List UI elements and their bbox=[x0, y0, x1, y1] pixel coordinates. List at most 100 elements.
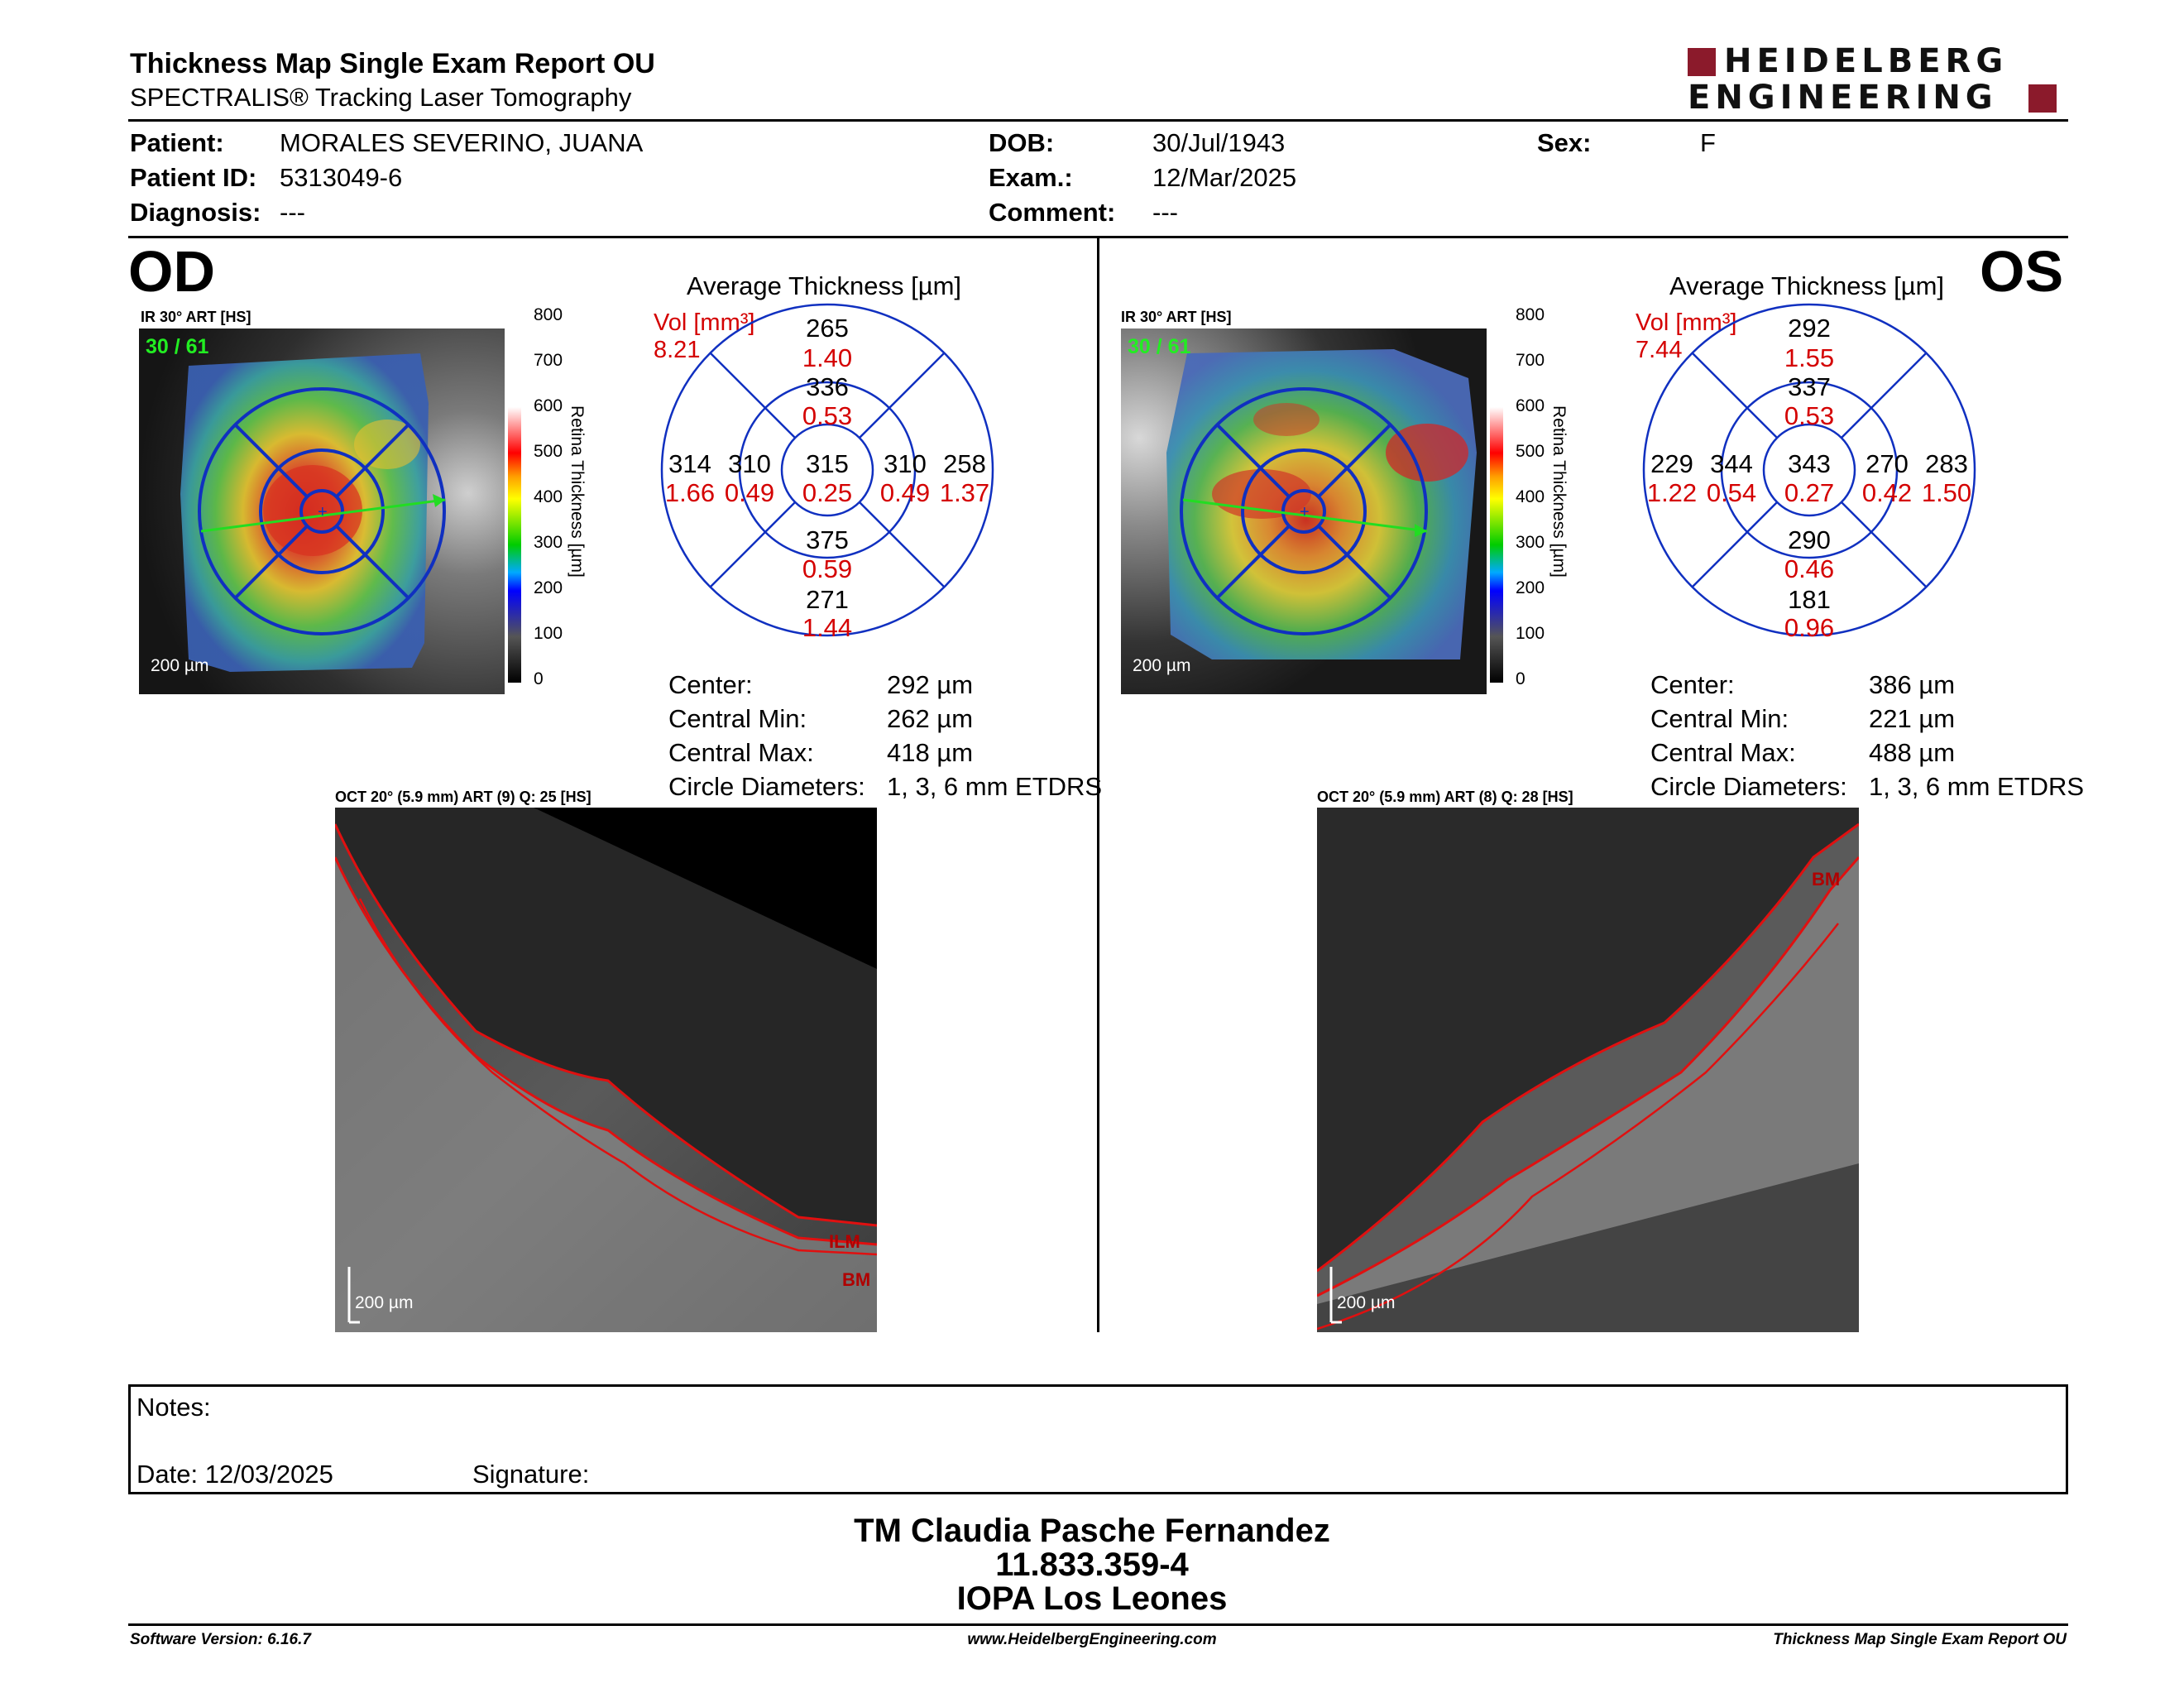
os-inner-sup-v: 0.53 bbox=[1784, 401, 1834, 430]
od-ir-scale: 200 µm bbox=[151, 656, 209, 675]
os-outer-sup-v: 1.55 bbox=[1784, 343, 1834, 372]
notes-label: Notes: bbox=[136, 1393, 211, 1422]
notes-box[interactable]: Notes: Date: 12/03/2025 Signature: bbox=[128, 1384, 2068, 1494]
footer-report-name: Thickness Map Single Exam Report OU bbox=[1773, 1631, 2067, 1648]
od-max-label: Central Max: bbox=[668, 738, 814, 767]
os-inner-right-v: 0.42 bbox=[1862, 478, 1912, 507]
os-colorbar bbox=[1490, 315, 1503, 683]
od-seg-ilm-label: ILM bbox=[829, 1231, 860, 1252]
od-tick-0: 0 bbox=[534, 669, 544, 688]
patient-label: Patient: bbox=[130, 128, 224, 157]
od-min-value: 262 µm bbox=[887, 704, 974, 733]
os-inner-inf-v: 0.46 bbox=[1784, 554, 1834, 583]
patient-id-value: 5313049-6 bbox=[280, 163, 403, 192]
od-center-v: 0.25 bbox=[802, 478, 852, 507]
os-inner-sup-t: 337 bbox=[1788, 372, 1831, 401]
os-outer-inf-v: 0.96 bbox=[1784, 613, 1834, 637]
dob-value: 30/Jul/1943 bbox=[1152, 128, 1286, 157]
od-colorbar-title: Retina Thickness [µm] bbox=[568, 405, 587, 578]
od-outer-right-v: 1.37 bbox=[940, 478, 989, 507]
logo-square-top bbox=[1688, 48, 1716, 76]
sig-name: TM Claudia Pasche Fernandez bbox=[854, 1513, 1330, 1549]
od-thickness-map: + 30 / 61 200 µm bbox=[139, 328, 505, 694]
os-min-label: Central Min: bbox=[1650, 704, 1789, 733]
patient-id-label: Patient ID: bbox=[130, 163, 257, 192]
od-inner-inf-v: 0.59 bbox=[802, 554, 852, 583]
comment-label: Comment: bbox=[989, 198, 1116, 227]
comment-value: --- bbox=[1152, 198, 1178, 227]
od-inner-sup-t: 336 bbox=[806, 372, 849, 401]
od-outer-left-v: 1.66 bbox=[665, 478, 715, 507]
os-seg-bm-label: BM bbox=[1812, 869, 1841, 890]
od-tick-400: 400 bbox=[534, 487, 563, 506]
od-vol-value: 8.21 bbox=[654, 337, 701, 363]
os-outer-sup-t: 292 bbox=[1788, 314, 1831, 343]
logo-line1: HEIDELBERG bbox=[1724, 42, 2009, 80]
footer-divider bbox=[128, 1623, 2068, 1626]
os-tick-100: 100 bbox=[1516, 624, 1545, 643]
os-colorbar-title: Retina Thickness [µm] bbox=[1549, 405, 1569, 578]
os-tick-700: 700 bbox=[1516, 351, 1545, 370]
od-center-label: Center: bbox=[668, 670, 753, 699]
os-tick-400: 400 bbox=[1516, 487, 1545, 506]
os-inner-left-t: 344 bbox=[1710, 449, 1753, 478]
od-inner-right-v: 0.49 bbox=[880, 478, 930, 507]
os-min-value: 221 µm bbox=[1869, 704, 1956, 733]
od-ir-label: IR 30° ART [HS] bbox=[141, 309, 251, 325]
diagnosis-value: --- bbox=[280, 198, 305, 227]
od-outer-sup-t: 265 bbox=[806, 314, 849, 343]
os-grid-title: Average Thickness [µm] bbox=[1669, 271, 1945, 300]
patient-name: MORALES SEVERINO, JUANA bbox=[280, 128, 644, 157]
os-ir-scale: 200 µm bbox=[1133, 656, 1191, 675]
os-outer-inf-t: 181 bbox=[1788, 585, 1831, 614]
notes-date: Date: 12/03/2025 bbox=[136, 1460, 333, 1489]
od-tick-300: 300 bbox=[534, 533, 563, 552]
sex-label: Sex: bbox=[1537, 128, 1592, 157]
os-frame-counter: 30 / 61 bbox=[1128, 335, 1191, 358]
od-inner-right-t: 310 bbox=[884, 449, 927, 478]
os-center-t: 343 bbox=[1788, 449, 1831, 478]
os-tick-600: 600 bbox=[1516, 396, 1545, 415]
dob-label: DOB: bbox=[989, 128, 1055, 157]
od-outer-left-t: 314 bbox=[668, 449, 711, 478]
os-center-value: 386 µm bbox=[1869, 670, 1956, 699]
od-outer-right-t: 258 bbox=[943, 449, 986, 478]
diagnosis-label: Diagnosis: bbox=[130, 198, 261, 227]
os-outer-right-t: 283 bbox=[1925, 449, 1968, 478]
od-min-label: Central Min: bbox=[668, 704, 807, 733]
svg-text:+: + bbox=[318, 503, 328, 521]
os-tick-500: 500 bbox=[1516, 442, 1545, 461]
os-colorbar-ticks: 800 700 600 500 400 300 200 100 0 bbox=[1516, 305, 1549, 703]
od-tick-600: 600 bbox=[534, 396, 563, 415]
heidelberg-logo: HEIDELBERG ENGINEERING bbox=[1688, 43, 2068, 117]
od-inner-left-t: 310 bbox=[728, 449, 771, 478]
od-colorbar bbox=[508, 315, 521, 683]
os-outer-right-v: 1.50 bbox=[1922, 478, 1971, 507]
os-max-label: Central Max: bbox=[1650, 738, 1796, 767]
os-inner-left-v: 0.54 bbox=[1707, 478, 1756, 507]
report-subtitle: SPECTRALIS® Tracking Laser Tomography bbox=[130, 83, 632, 112]
od-seg-bm-label: BM bbox=[842, 1269, 871, 1290]
od-inner-left-v: 0.49 bbox=[725, 478, 774, 507]
od-inner-sup-v: 0.53 bbox=[802, 401, 852, 430]
od-grid-title: Average Thickness [µm] bbox=[687, 271, 962, 300]
od-outer-sup-v: 1.40 bbox=[802, 343, 852, 372]
od-max-value: 418 µm bbox=[887, 738, 974, 767]
od-circ-label: Circle Diameters: bbox=[668, 772, 865, 801]
od-center-t: 315 bbox=[806, 449, 849, 478]
od-oct-scale: 200 µm bbox=[355, 1293, 414, 1312]
os-oct-label: OCT 20° (5.9 mm) ART (8) Q: 28 [HS] bbox=[1317, 789, 1573, 805]
od-tick-500: 500 bbox=[534, 442, 563, 461]
od-oct-label: OCT 20° (5.9 mm) ART (9) Q: 25 [HS] bbox=[335, 789, 592, 805]
exam-value: 12/Mar/2025 bbox=[1152, 163, 1297, 192]
od-oct-scan: 200 µm ILM BM bbox=[335, 808, 877, 1332]
od-tick-100: 100 bbox=[534, 624, 563, 643]
os-outer-left-t: 229 bbox=[1650, 449, 1693, 478]
os-center-v: 0.27 bbox=[1784, 478, 1834, 507]
sig-place: IOPA Los Leones bbox=[956, 1580, 1228, 1617]
od-circ-value: 1, 3, 6 mm ETDRS bbox=[887, 772, 1103, 801]
footer-website[interactable]: www.HeidelbergEngineering.com bbox=[967, 1631, 1217, 1648]
os-max-value: 488 µm bbox=[1869, 738, 1956, 767]
od-tick-800: 800 bbox=[534, 305, 563, 324]
patient-divider bbox=[128, 236, 2068, 238]
